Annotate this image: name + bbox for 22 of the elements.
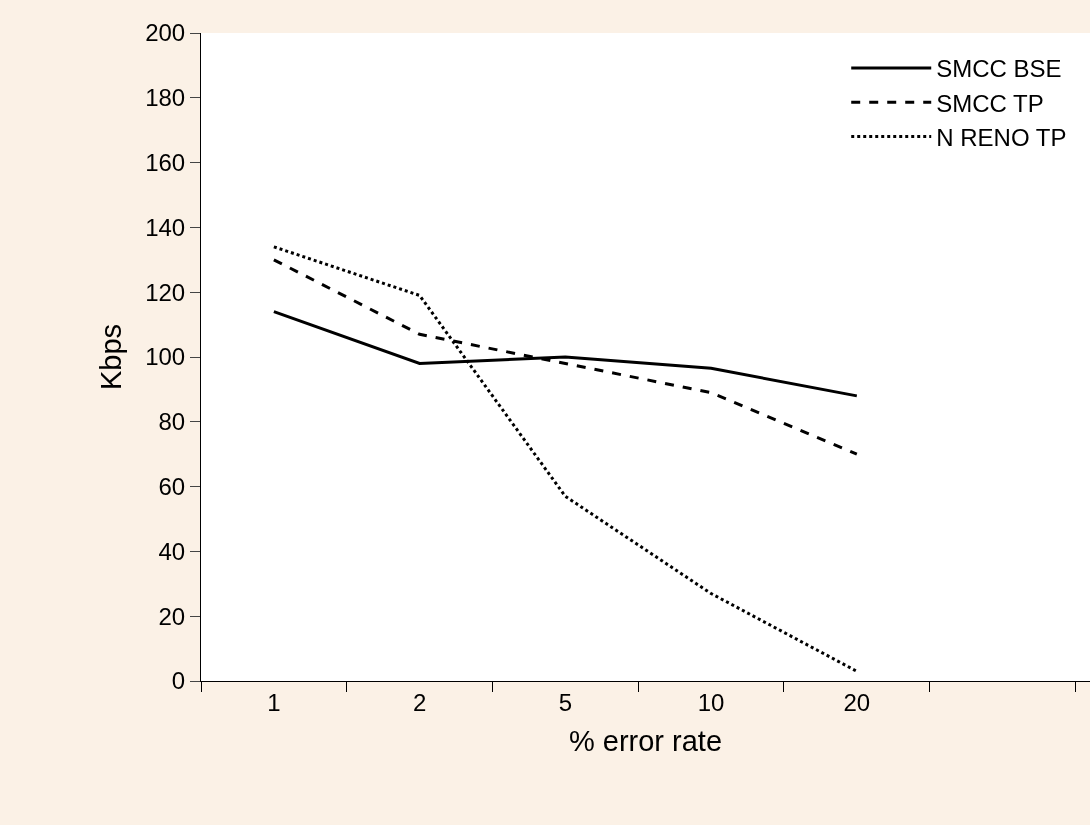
y-axis-title: Kbps [94,323,127,391]
legend-label: SMCC BSE [936,55,1062,83]
line-series [272,245,859,673]
x-tick-label: 1 [267,688,281,716]
x-tick-label: 5 [558,688,573,716]
y-tick-label: 60 [158,473,186,500]
x-tick-label: 2 [412,688,427,716]
x-axis-title: % error rate [568,724,723,757]
x-tick-label: 20 [843,688,871,716]
y-tick-label: 120 [145,278,186,306]
y-tick-label: 0 [171,667,186,695]
y-tick-label: 100 [145,343,186,371]
y-tick-label: 140 [145,213,186,241]
x-tick-label: 10 [697,688,725,716]
y-tick-label: 180 [145,84,186,112]
y-tick-label: 200 [145,19,186,47]
legend-label: N RENO TP [936,123,1067,151]
y-tick-label: 80 [158,408,186,436]
y-tick-label: 40 [158,537,186,565]
y-tick-label: 20 [158,602,186,630]
legend-label: SMCC TP [936,89,1044,117]
y-tick-label: 160 [145,149,186,176]
